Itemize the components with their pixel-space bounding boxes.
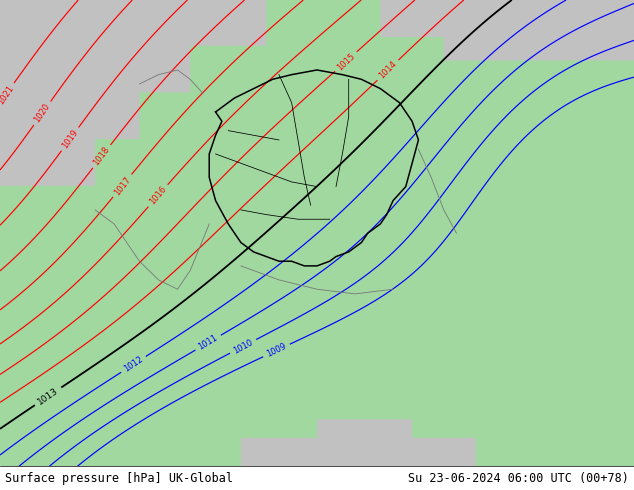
Text: 1021: 1021 (0, 84, 15, 106)
Text: 1014: 1014 (377, 60, 399, 81)
Text: 1013: 1013 (36, 386, 60, 407)
Text: 1016: 1016 (148, 185, 168, 207)
Text: Surface pressure [hPa] UK-Global: Surface pressure [hPa] UK-Global (5, 472, 233, 485)
Text: 1011: 1011 (197, 333, 219, 352)
Text: 1017: 1017 (112, 174, 133, 197)
Text: 1020: 1020 (32, 102, 52, 124)
Text: 1012: 1012 (122, 355, 145, 374)
Text: 1015: 1015 (335, 51, 356, 72)
Text: 1009: 1009 (265, 342, 288, 359)
Text: 1010: 1010 (232, 337, 254, 355)
Text: Su 23-06-2024 06:00 UTC (00+78): Su 23-06-2024 06:00 UTC (00+78) (408, 472, 629, 485)
Text: 1018: 1018 (92, 145, 112, 168)
Text: 1019: 1019 (60, 128, 80, 150)
